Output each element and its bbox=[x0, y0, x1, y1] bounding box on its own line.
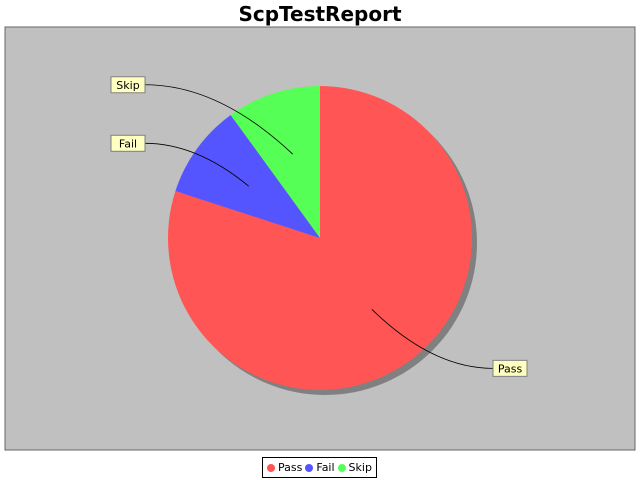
leader-line-fail bbox=[144, 142, 249, 187]
label-skip: Skip bbox=[110, 76, 146, 94]
label-pass: Pass bbox=[492, 359, 528, 377]
slice-skip bbox=[230, 86, 320, 238]
leader-line-pass bbox=[371, 309, 494, 369]
svg-text:Fail: Fail bbox=[119, 137, 137, 150]
legend: Pass Fail Skip bbox=[262, 457, 377, 478]
legend-marker-pass bbox=[267, 463, 276, 472]
legend-label-fail: Fail bbox=[316, 461, 335, 474]
legend-marker-fail bbox=[305, 463, 314, 472]
legend-item-skip: Skip bbox=[337, 461, 372, 474]
label-fail: Fail bbox=[110, 134, 146, 152]
legend-label-skip: Skip bbox=[348, 461, 372, 474]
slice-fail bbox=[175, 115, 320, 238]
legend-item-fail: Fail bbox=[305, 461, 335, 474]
legend-label-pass: Pass bbox=[278, 461, 303, 474]
svg-text:Pass: Pass bbox=[498, 362, 523, 375]
legend-item-pass: Pass bbox=[267, 461, 302, 474]
leader-line-skip bbox=[144, 84, 294, 155]
legend-marker-skip bbox=[337, 463, 346, 472]
svg-text:Skip: Skip bbox=[116, 79, 139, 92]
chart-title: ScpTestReport bbox=[238, 2, 402, 26]
